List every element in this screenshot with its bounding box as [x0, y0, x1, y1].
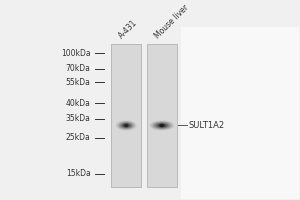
- Ellipse shape: [121, 123, 132, 128]
- Ellipse shape: [157, 123, 167, 128]
- Ellipse shape: [116, 120, 136, 131]
- Text: 100kDa: 100kDa: [61, 49, 91, 58]
- Ellipse shape: [159, 124, 165, 127]
- Ellipse shape: [160, 124, 164, 127]
- Ellipse shape: [124, 124, 129, 127]
- Text: 70kDa: 70kDa: [66, 64, 91, 73]
- Bar: [147, 44, 177, 187]
- Bar: [181, 27, 298, 199]
- Ellipse shape: [122, 123, 130, 128]
- Text: A-431: A-431: [117, 18, 139, 40]
- Text: 15kDa: 15kDa: [66, 169, 91, 178]
- Text: Mouse liver: Mouse liver: [153, 3, 190, 40]
- Text: SULT1A2: SULT1A2: [189, 121, 225, 130]
- Text: 25kDa: 25kDa: [66, 133, 91, 142]
- Ellipse shape: [155, 123, 169, 128]
- Ellipse shape: [149, 120, 175, 131]
- Text: 35kDa: 35kDa: [66, 114, 91, 123]
- Text: 55kDa: 55kDa: [66, 78, 91, 87]
- Ellipse shape: [151, 121, 172, 130]
- Text: 40kDa: 40kDa: [66, 99, 91, 108]
- Ellipse shape: [124, 124, 128, 127]
- Ellipse shape: [119, 122, 134, 129]
- Ellipse shape: [117, 121, 135, 130]
- Bar: [111, 44, 141, 187]
- Ellipse shape: [153, 122, 171, 129]
